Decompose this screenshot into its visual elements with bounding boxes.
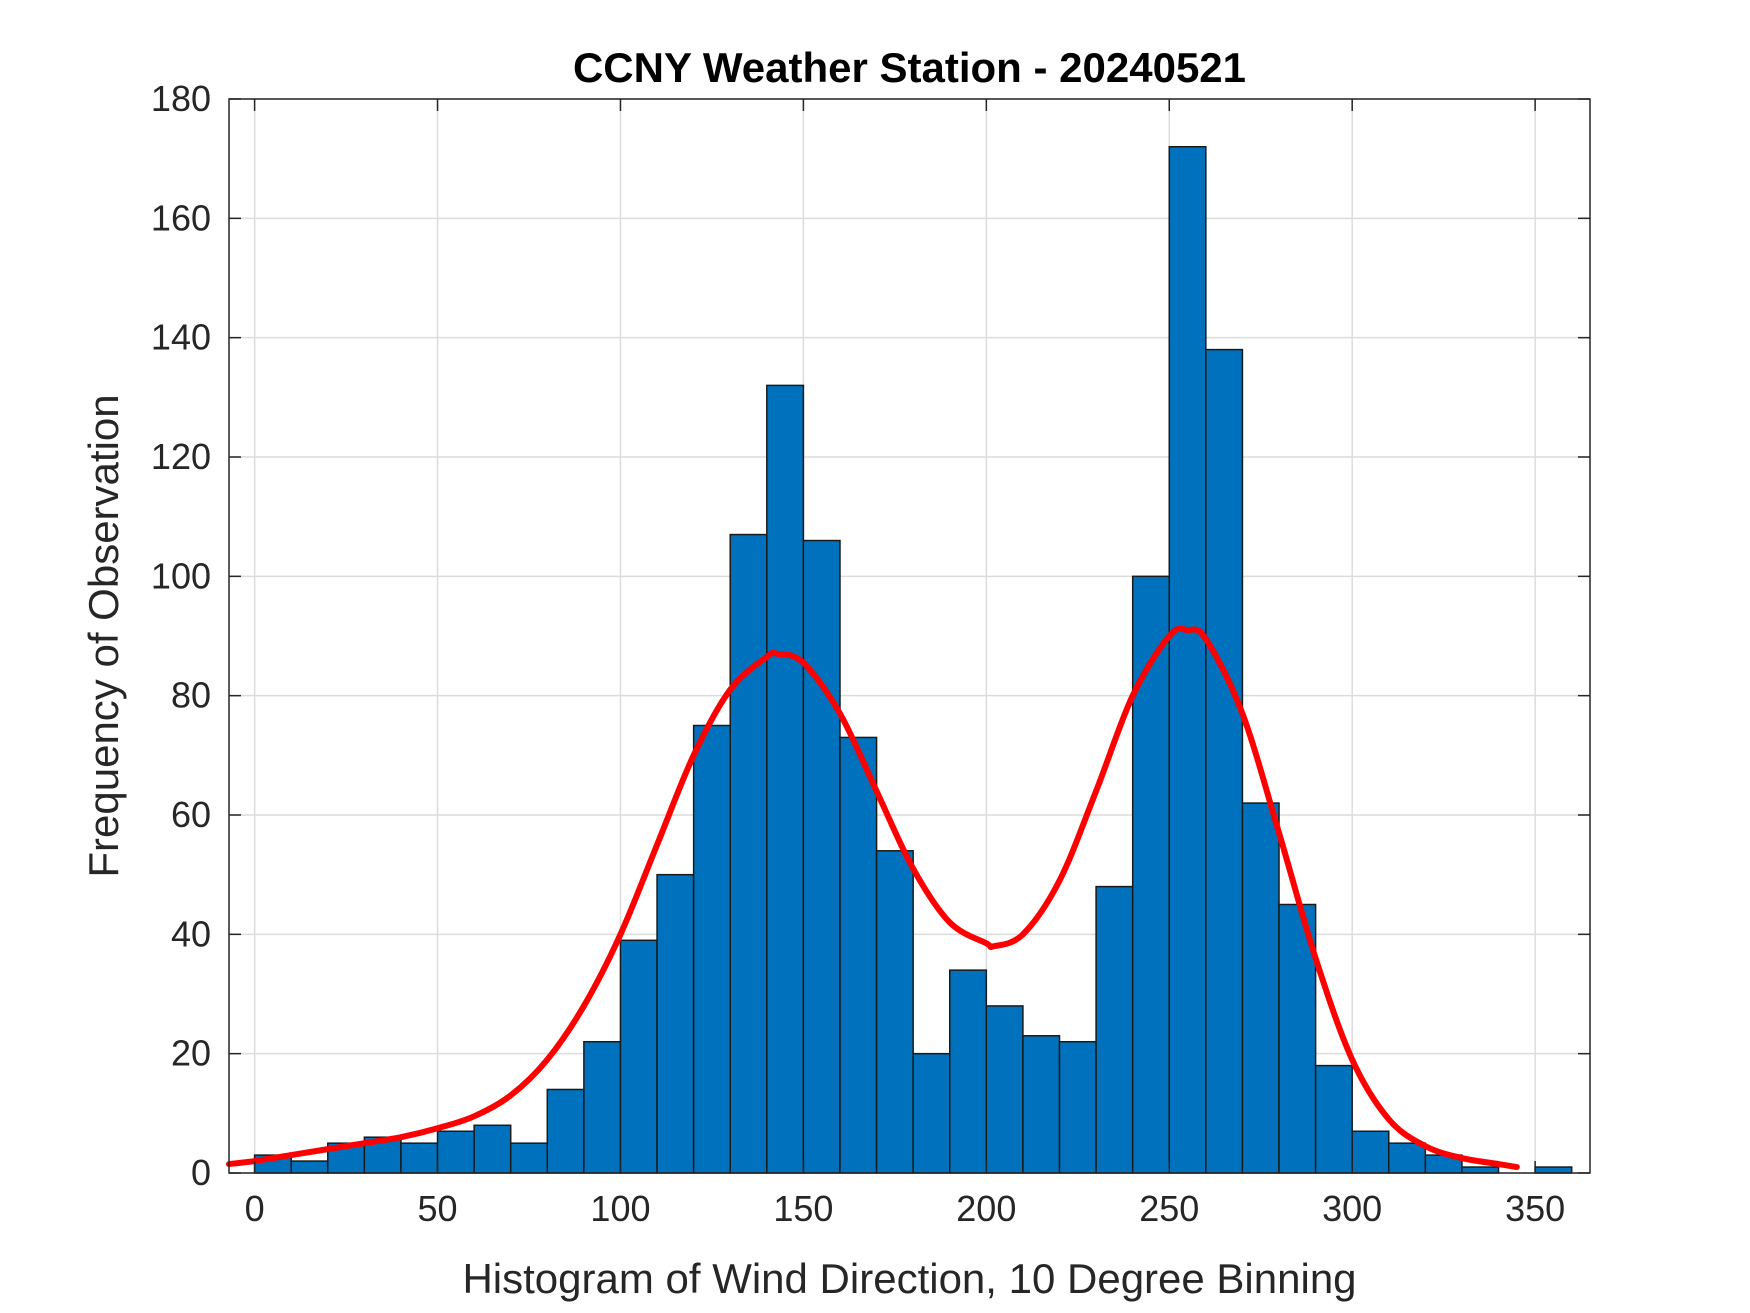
y-tick-label: 20 bbox=[171, 1033, 211, 1074]
histogram-bar bbox=[290, 1160, 329, 1174]
x-tick-label: 100 bbox=[590, 1188, 650, 1229]
histogram-bar bbox=[912, 1052, 951, 1174]
histogram-bar bbox=[619, 939, 658, 1174]
fit-curve-line bbox=[226, 625, 1520, 1171]
histogram-bar bbox=[802, 539, 841, 1174]
histogram-bar bbox=[1022, 1035, 1061, 1174]
histogram-bar bbox=[1388, 1142, 1427, 1174]
plot-frame bbox=[228, 98, 1591, 1174]
y-tick-label: 40 bbox=[171, 913, 211, 954]
x-tick-label: 300 bbox=[1322, 1188, 1382, 1229]
histogram-bar bbox=[1351, 1130, 1390, 1174]
axis-ticks: 0 50 100 150 200 250 300 350 0 20 40 60 80 100 120 140 1… bbox=[151, 78, 1590, 1229]
y-tick-label: 180 bbox=[151, 78, 211, 119]
histogram-bar bbox=[1534, 1166, 1573, 1174]
x-tick-label: 200 bbox=[956, 1188, 1016, 1229]
y-tick-label: 160 bbox=[151, 197, 211, 238]
x-tick-label: 350 bbox=[1505, 1188, 1565, 1229]
histogram-bar bbox=[875, 850, 914, 1174]
x-tick-label: 150 bbox=[773, 1188, 833, 1229]
histogram-bar bbox=[839, 736, 878, 1174]
histogram-bar bbox=[1168, 145, 1207, 1174]
histogram-bar bbox=[985, 1005, 1024, 1174]
x-tick-label: 250 bbox=[1139, 1188, 1199, 1229]
y-tick-label: 80 bbox=[171, 675, 211, 716]
histogram-bar bbox=[766, 384, 805, 1174]
bars-group bbox=[253, 145, 1573, 1174]
histogram-bar bbox=[948, 969, 988, 1174]
y-tick-label: 60 bbox=[171, 794, 211, 835]
histogram-bar bbox=[1058, 1040, 1097, 1174]
histogram-bar bbox=[546, 1088, 585, 1174]
histogram-bar bbox=[1205, 348, 1244, 1174]
histogram-bar bbox=[436, 1130, 475, 1174]
histogram-bar bbox=[509, 1142, 549, 1174]
histogram-bar bbox=[400, 1142, 439, 1174]
histogram-bar bbox=[656, 873, 695, 1174]
y-tick-label: 0 bbox=[191, 1152, 211, 1193]
histogram-bar bbox=[1314, 1064, 1353, 1174]
y-tick-label: 100 bbox=[151, 555, 211, 596]
y-tick-label: 140 bbox=[151, 317, 211, 358]
y-tick-label: 120 bbox=[151, 436, 211, 477]
histogram-bar bbox=[1131, 575, 1171, 1174]
x-tick-label: 0 bbox=[245, 1188, 265, 1229]
chart-title: CCNY Weather Station - 20240521 bbox=[573, 44, 1246, 91]
histogram-bar bbox=[692, 724, 731, 1174]
fit-curve-group bbox=[226, 625, 1520, 1171]
histogram-bar bbox=[1095, 885, 1134, 1174]
histogram-bar bbox=[1461, 1166, 1500, 1174]
y-axis-label: Frequency of Observation bbox=[80, 394, 127, 877]
histogram-bar bbox=[729, 533, 768, 1174]
histogram-bar bbox=[1241, 802, 1280, 1174]
histogram-bar bbox=[583, 1040, 622, 1174]
x-axis-label: Histogram of Wind Direction, 10 Degree B… bbox=[462, 1255, 1356, 1302]
x-tick-label: 50 bbox=[418, 1188, 458, 1229]
histogram-bar bbox=[473, 1124, 512, 1174]
